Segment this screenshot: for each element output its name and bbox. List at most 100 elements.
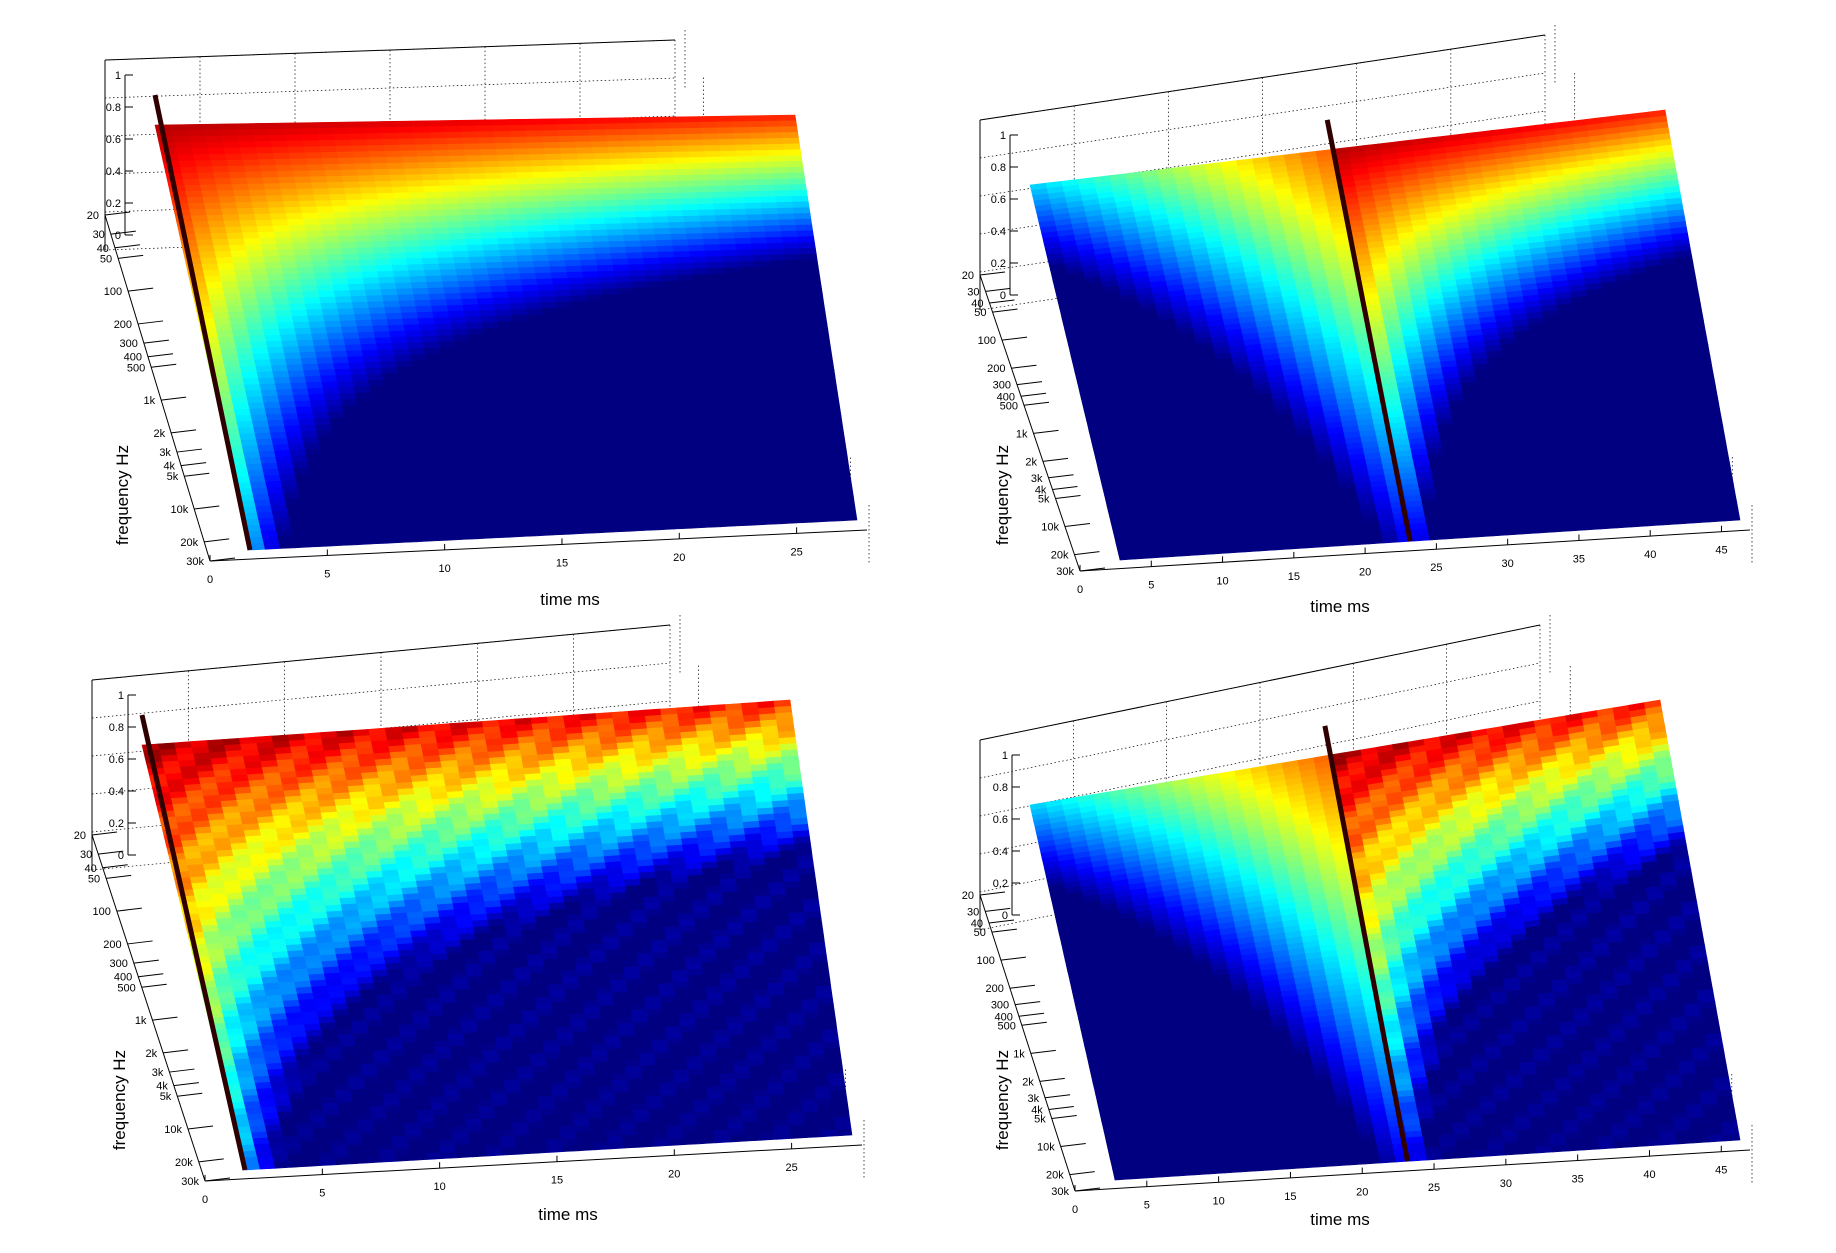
surface-patch xyxy=(516,172,535,179)
surface-patch xyxy=(662,280,681,288)
surface-patch xyxy=(603,471,621,480)
surface-patch xyxy=(711,473,729,481)
surface-patch xyxy=(683,403,701,411)
surface-patch xyxy=(775,195,793,203)
surface-patch xyxy=(676,362,694,370)
surface-patch xyxy=(254,140,273,148)
surface-patch xyxy=(299,128,318,136)
surface-patch xyxy=(691,450,709,458)
surface-patch xyxy=(606,229,624,237)
surface-patch xyxy=(734,237,752,245)
surface-patch xyxy=(202,269,221,277)
surface-patch xyxy=(643,257,661,265)
surface-patch xyxy=(447,143,466,151)
surface-patch xyxy=(325,326,344,334)
surface-patch xyxy=(618,471,636,479)
y-tick-label: 2k xyxy=(153,428,165,440)
surface-patch xyxy=(795,323,813,331)
surface-patch xyxy=(272,225,291,233)
surface-patch xyxy=(557,224,576,232)
surface-patch xyxy=(765,231,783,239)
surface-patch xyxy=(708,455,726,463)
surface-patch xyxy=(218,123,237,131)
surface-patch xyxy=(374,180,393,188)
surface-patch xyxy=(511,142,529,150)
surface-patch xyxy=(444,131,463,139)
surface-patch xyxy=(590,229,609,237)
surface-patch xyxy=(509,136,528,144)
surface-patch xyxy=(291,164,310,172)
surface-patch xyxy=(292,170,311,178)
surface-patch xyxy=(439,347,457,355)
surface-patch xyxy=(319,296,337,304)
surface-patch xyxy=(637,316,655,324)
surface-patch xyxy=(605,223,623,231)
surface-patch xyxy=(281,413,299,421)
surface-patch xyxy=(838,502,856,510)
surface-patch xyxy=(266,413,284,422)
surface-patch xyxy=(501,422,519,430)
surface-patch xyxy=(464,472,482,480)
surface-patch xyxy=(459,125,478,133)
surface-patch xyxy=(279,474,297,482)
surface-patch xyxy=(639,328,657,336)
surface-patch xyxy=(393,505,412,513)
surface-patch xyxy=(648,198,667,206)
surface-patch xyxy=(300,206,319,214)
surface-patch xyxy=(654,233,673,241)
surface-patch xyxy=(422,492,440,500)
surface-patch xyxy=(404,252,423,260)
surface-patch xyxy=(442,281,460,289)
surface-patch xyxy=(585,200,603,208)
surface-patch xyxy=(697,485,715,493)
surface-patch xyxy=(349,133,367,141)
surface-patch xyxy=(406,414,424,422)
surface-patch xyxy=(189,135,208,144)
surface-patch xyxy=(787,469,805,477)
surface-patch xyxy=(672,151,691,159)
y-tick-label: 1k xyxy=(144,395,156,407)
surface-patch xyxy=(371,397,390,405)
surface-patch xyxy=(521,284,540,292)
surface-patch xyxy=(636,399,654,407)
surface-patch xyxy=(288,152,307,160)
surface-patch xyxy=(666,304,685,312)
surface-patch xyxy=(474,119,493,127)
y-tick-mark xyxy=(118,254,144,259)
surface-patch xyxy=(289,522,308,530)
surface-patch xyxy=(334,514,352,522)
surface-patch xyxy=(465,322,484,330)
surface xyxy=(1029,109,1741,561)
surface-patch xyxy=(262,468,281,477)
surface-patch xyxy=(623,500,641,509)
surface-patch xyxy=(701,414,719,422)
surface-patch xyxy=(339,241,358,249)
surface-patch xyxy=(685,415,703,423)
surface-patch xyxy=(706,162,724,170)
surface-patch xyxy=(516,338,534,346)
surface-patch xyxy=(362,428,380,436)
surface-patch xyxy=(546,248,565,256)
surface-patch xyxy=(485,423,503,431)
surface-patch xyxy=(532,427,551,435)
surface-patch xyxy=(379,126,398,134)
surface-patch xyxy=(597,176,615,184)
surface-patch xyxy=(834,473,852,481)
surface-patch xyxy=(627,524,645,532)
surface-patch xyxy=(539,124,558,132)
surface-patch xyxy=(542,313,561,321)
surface-patch xyxy=(628,441,646,449)
surface-patch xyxy=(202,123,221,131)
surface-patch xyxy=(602,117,621,125)
surface-patch xyxy=(745,208,764,216)
surface-patch xyxy=(552,450,570,458)
surface-patch xyxy=(758,289,776,297)
surface-patch xyxy=(170,124,189,132)
surface-patch xyxy=(703,244,722,252)
surface-patch xyxy=(674,163,693,170)
surface-patch xyxy=(350,217,369,225)
surface-patch xyxy=(760,400,778,408)
surface-patch xyxy=(526,225,544,233)
surface-patch xyxy=(557,390,575,398)
surface-patch xyxy=(322,157,340,165)
